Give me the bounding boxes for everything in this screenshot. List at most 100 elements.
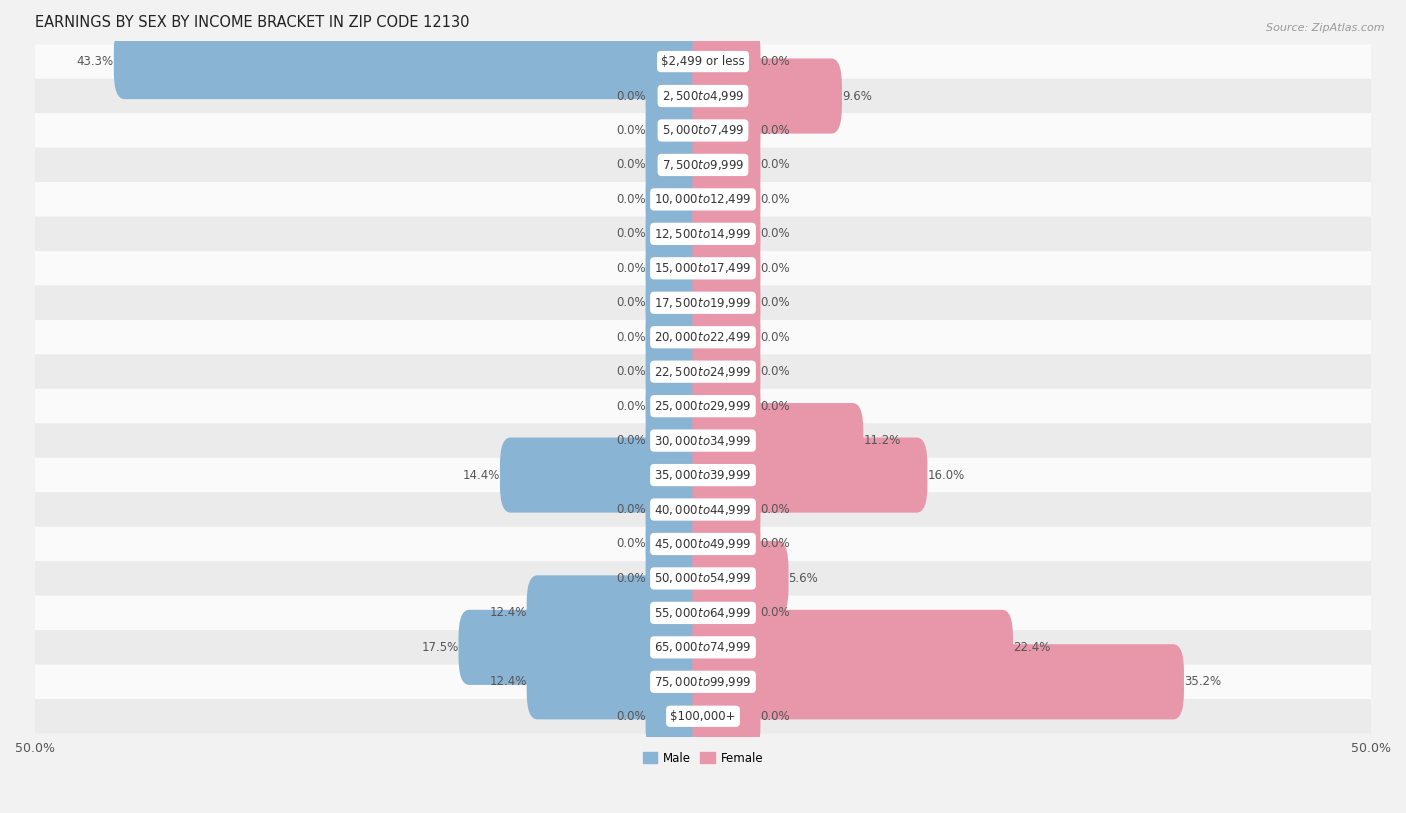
FancyBboxPatch shape	[645, 93, 714, 168]
Text: 0.0%: 0.0%	[761, 228, 790, 241]
FancyBboxPatch shape	[692, 576, 761, 650]
Text: 16.0%: 16.0%	[928, 468, 965, 481]
Text: EARNINGS BY SEX BY INCOME BRACKET IN ZIP CODE 12130: EARNINGS BY SEX BY INCOME BRACKET IN ZIP…	[35, 15, 470, 30]
Text: 0.0%: 0.0%	[761, 365, 790, 378]
FancyBboxPatch shape	[645, 506, 714, 581]
FancyBboxPatch shape	[645, 541, 714, 616]
Text: 0.0%: 0.0%	[616, 296, 645, 309]
FancyBboxPatch shape	[692, 610, 1012, 685]
Text: 0.0%: 0.0%	[761, 55, 790, 68]
FancyBboxPatch shape	[35, 285, 1371, 320]
Text: $15,000 to $17,499: $15,000 to $17,499	[654, 261, 752, 276]
Text: 0.0%: 0.0%	[616, 503, 645, 516]
Text: $45,000 to $49,999: $45,000 to $49,999	[654, 537, 752, 551]
FancyBboxPatch shape	[645, 265, 714, 341]
FancyBboxPatch shape	[35, 354, 1371, 389]
FancyBboxPatch shape	[692, 506, 761, 581]
Text: $17,500 to $19,999: $17,500 to $19,999	[654, 296, 752, 310]
Text: 0.0%: 0.0%	[616, 124, 645, 137]
Text: 17.5%: 17.5%	[422, 641, 458, 654]
Text: $20,000 to $22,499: $20,000 to $22,499	[654, 330, 752, 344]
Text: $2,500 to $4,999: $2,500 to $4,999	[662, 89, 744, 103]
Text: 0.0%: 0.0%	[616, 262, 645, 275]
Text: 0.0%: 0.0%	[616, 159, 645, 172]
FancyBboxPatch shape	[35, 596, 1371, 630]
FancyBboxPatch shape	[645, 128, 714, 202]
Text: 35.2%: 35.2%	[1184, 676, 1220, 689]
FancyBboxPatch shape	[35, 527, 1371, 561]
FancyBboxPatch shape	[692, 265, 761, 341]
Text: 0.0%: 0.0%	[616, 365, 645, 378]
Text: 11.2%: 11.2%	[863, 434, 901, 447]
Text: 12.4%: 12.4%	[489, 606, 527, 620]
Text: 14.4%: 14.4%	[463, 468, 501, 481]
Text: $25,000 to $29,999: $25,000 to $29,999	[654, 399, 752, 413]
FancyBboxPatch shape	[35, 493, 1371, 527]
FancyBboxPatch shape	[35, 630, 1371, 664]
Text: $12,500 to $14,999: $12,500 to $14,999	[654, 227, 752, 241]
Text: $7,500 to $9,999: $7,500 to $9,999	[662, 158, 744, 172]
FancyBboxPatch shape	[645, 472, 714, 547]
FancyBboxPatch shape	[692, 334, 761, 409]
FancyBboxPatch shape	[645, 334, 714, 409]
FancyBboxPatch shape	[35, 113, 1371, 148]
FancyBboxPatch shape	[692, 679, 761, 754]
Text: 0.0%: 0.0%	[616, 710, 645, 723]
FancyBboxPatch shape	[527, 576, 714, 650]
FancyBboxPatch shape	[692, 162, 761, 237]
Text: $10,000 to $12,499: $10,000 to $12,499	[654, 193, 752, 207]
FancyBboxPatch shape	[501, 437, 714, 513]
FancyBboxPatch shape	[35, 182, 1371, 216]
FancyBboxPatch shape	[35, 699, 1371, 733]
Legend: Male, Female: Male, Female	[638, 747, 768, 769]
Text: 0.0%: 0.0%	[761, 296, 790, 309]
FancyBboxPatch shape	[35, 664, 1371, 699]
Text: 0.0%: 0.0%	[616, 331, 645, 344]
FancyBboxPatch shape	[645, 196, 714, 272]
Text: 0.0%: 0.0%	[761, 124, 790, 137]
Text: $50,000 to $54,999: $50,000 to $54,999	[654, 572, 752, 585]
FancyBboxPatch shape	[35, 424, 1371, 458]
Text: 5.6%: 5.6%	[789, 572, 818, 585]
Text: $65,000 to $74,999: $65,000 to $74,999	[654, 641, 752, 654]
Text: 0.0%: 0.0%	[616, 434, 645, 447]
Text: 0.0%: 0.0%	[761, 537, 790, 550]
Text: 0.0%: 0.0%	[761, 331, 790, 344]
Text: $2,499 or less: $2,499 or less	[661, 55, 745, 68]
FancyBboxPatch shape	[692, 403, 863, 478]
Text: 9.6%: 9.6%	[842, 89, 872, 102]
Text: 0.0%: 0.0%	[761, 710, 790, 723]
Text: 0.0%: 0.0%	[761, 193, 790, 206]
FancyBboxPatch shape	[692, 196, 761, 272]
FancyBboxPatch shape	[645, 403, 714, 478]
FancyBboxPatch shape	[692, 541, 789, 616]
Text: 12.4%: 12.4%	[489, 676, 527, 689]
Text: 0.0%: 0.0%	[761, 400, 790, 413]
FancyBboxPatch shape	[35, 148, 1371, 182]
Text: 0.0%: 0.0%	[761, 503, 790, 516]
FancyBboxPatch shape	[645, 368, 714, 444]
FancyBboxPatch shape	[35, 561, 1371, 596]
FancyBboxPatch shape	[692, 300, 761, 375]
FancyBboxPatch shape	[35, 320, 1371, 354]
Text: 0.0%: 0.0%	[616, 89, 645, 102]
Text: 0.0%: 0.0%	[761, 606, 790, 620]
Text: $35,000 to $39,999: $35,000 to $39,999	[654, 468, 752, 482]
FancyBboxPatch shape	[692, 93, 761, 168]
FancyBboxPatch shape	[692, 437, 928, 513]
FancyBboxPatch shape	[692, 368, 761, 444]
FancyBboxPatch shape	[114, 24, 714, 99]
Text: Source: ZipAtlas.com: Source: ZipAtlas.com	[1267, 23, 1385, 33]
Text: $5,000 to $7,499: $5,000 to $7,499	[662, 124, 744, 137]
Text: 0.0%: 0.0%	[616, 572, 645, 585]
FancyBboxPatch shape	[645, 679, 714, 754]
Text: 0.0%: 0.0%	[616, 400, 645, 413]
Text: 0.0%: 0.0%	[616, 228, 645, 241]
FancyBboxPatch shape	[645, 59, 714, 133]
FancyBboxPatch shape	[692, 231, 761, 306]
FancyBboxPatch shape	[35, 251, 1371, 285]
FancyBboxPatch shape	[645, 162, 714, 237]
FancyBboxPatch shape	[645, 231, 714, 306]
Text: $100,000+: $100,000+	[671, 710, 735, 723]
FancyBboxPatch shape	[692, 644, 1184, 720]
